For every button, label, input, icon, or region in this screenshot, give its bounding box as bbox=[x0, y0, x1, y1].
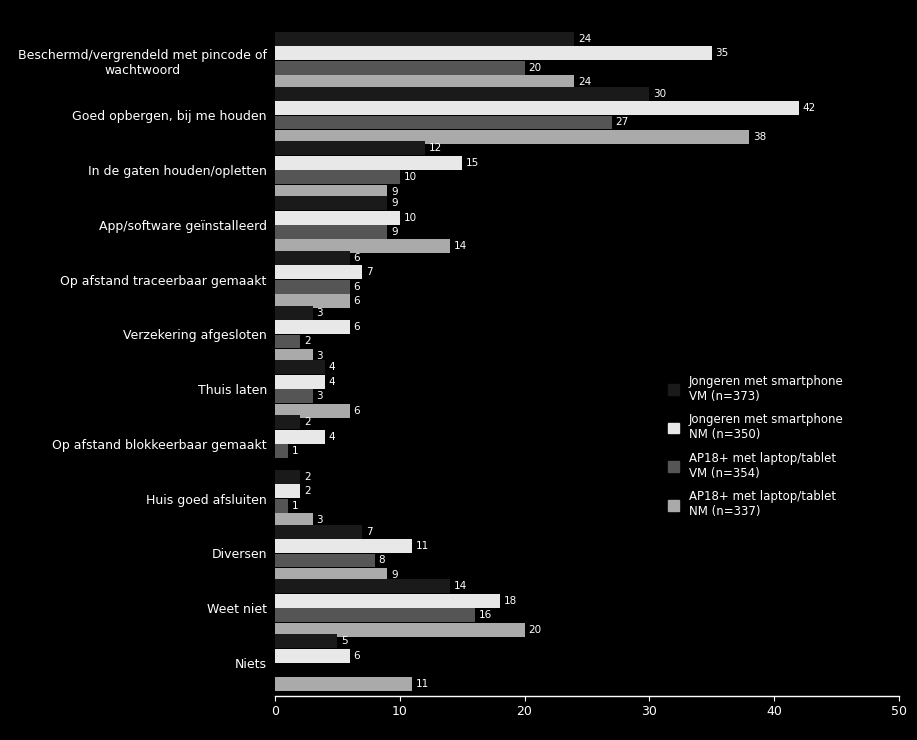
Text: 6: 6 bbox=[354, 296, 360, 306]
Bar bbox=[275, 295, 350, 308]
Text: 4: 4 bbox=[328, 377, 336, 387]
Text: 35: 35 bbox=[715, 48, 729, 58]
Bar bbox=[275, 306, 313, 320]
Text: 14: 14 bbox=[453, 582, 467, 591]
Text: 30: 30 bbox=[653, 89, 666, 98]
Text: 20: 20 bbox=[528, 63, 541, 73]
Text: 15: 15 bbox=[466, 158, 480, 168]
Bar bbox=[275, 115, 612, 130]
Bar bbox=[275, 568, 387, 582]
Bar bbox=[275, 404, 350, 417]
Text: 11: 11 bbox=[416, 541, 429, 551]
Text: 12: 12 bbox=[428, 144, 442, 153]
Text: 9: 9 bbox=[391, 186, 398, 197]
Bar bbox=[275, 375, 325, 388]
Text: 14: 14 bbox=[453, 241, 467, 252]
Text: 3: 3 bbox=[316, 515, 323, 525]
Text: 7: 7 bbox=[366, 527, 373, 536]
Bar bbox=[275, 554, 375, 568]
Bar bbox=[275, 430, 325, 443]
Bar bbox=[275, 470, 300, 484]
Text: 18: 18 bbox=[503, 596, 516, 606]
Bar bbox=[275, 211, 400, 224]
Text: 9: 9 bbox=[391, 198, 398, 208]
Bar bbox=[275, 141, 425, 155]
Bar bbox=[275, 525, 362, 539]
Bar bbox=[275, 196, 387, 210]
Text: 2: 2 bbox=[304, 417, 311, 427]
Text: 2: 2 bbox=[304, 486, 311, 497]
Text: 11: 11 bbox=[416, 679, 429, 690]
Text: 3: 3 bbox=[316, 391, 323, 401]
Bar bbox=[275, 634, 337, 648]
Text: 24: 24 bbox=[578, 77, 591, 87]
Bar bbox=[275, 101, 799, 115]
Text: 4: 4 bbox=[328, 431, 336, 442]
Bar bbox=[275, 677, 413, 691]
Text: 9: 9 bbox=[391, 570, 398, 580]
Bar bbox=[275, 389, 313, 403]
Bar bbox=[275, 225, 387, 239]
Bar bbox=[275, 539, 413, 553]
Bar bbox=[275, 579, 449, 593]
Text: 5: 5 bbox=[341, 636, 348, 646]
Bar bbox=[275, 622, 525, 636]
Bar bbox=[275, 593, 500, 608]
Text: 6: 6 bbox=[354, 253, 360, 263]
Text: 6: 6 bbox=[354, 282, 360, 292]
Bar bbox=[275, 444, 288, 458]
Text: 2: 2 bbox=[304, 337, 311, 346]
Legend: Jongeren met smartphone
VM (n=373), Jongeren met smartphone
NM (n=350), AP18+ me: Jongeren met smartphone VM (n=373), Jong… bbox=[668, 374, 844, 519]
Bar bbox=[275, 360, 325, 374]
Text: 38: 38 bbox=[753, 132, 766, 142]
Text: 27: 27 bbox=[615, 118, 629, 127]
Text: 6: 6 bbox=[354, 406, 360, 416]
Bar bbox=[275, 513, 313, 527]
Bar bbox=[275, 32, 574, 46]
Text: 3: 3 bbox=[316, 308, 323, 317]
Text: 6: 6 bbox=[354, 322, 360, 332]
Text: 1: 1 bbox=[292, 446, 298, 456]
Bar bbox=[275, 75, 574, 89]
Bar bbox=[275, 266, 362, 279]
Bar bbox=[275, 170, 400, 184]
Text: 42: 42 bbox=[802, 103, 816, 113]
Bar bbox=[275, 240, 449, 253]
Bar bbox=[275, 61, 525, 75]
Text: 1: 1 bbox=[292, 501, 298, 511]
Text: 10: 10 bbox=[403, 212, 416, 223]
Text: 24: 24 bbox=[578, 34, 591, 44]
Bar bbox=[275, 320, 350, 334]
Bar bbox=[275, 185, 387, 198]
Text: 8: 8 bbox=[379, 556, 385, 565]
Bar bbox=[275, 87, 649, 101]
Bar bbox=[275, 251, 350, 265]
Bar bbox=[275, 484, 300, 498]
Text: 2: 2 bbox=[304, 472, 311, 482]
Text: 4: 4 bbox=[328, 363, 336, 372]
Bar bbox=[275, 156, 462, 169]
Bar bbox=[275, 280, 350, 294]
Bar bbox=[275, 349, 313, 363]
Text: 9: 9 bbox=[391, 227, 398, 237]
Bar bbox=[275, 499, 288, 513]
Bar bbox=[275, 130, 749, 144]
Bar bbox=[275, 415, 300, 429]
Text: 6: 6 bbox=[354, 650, 360, 661]
Text: 20: 20 bbox=[528, 625, 541, 635]
Text: 16: 16 bbox=[479, 610, 492, 620]
Text: 10: 10 bbox=[403, 172, 416, 182]
Bar bbox=[275, 608, 475, 622]
Text: 7: 7 bbox=[366, 267, 373, 278]
Bar bbox=[275, 47, 712, 60]
Bar bbox=[275, 648, 350, 662]
Bar bbox=[275, 334, 300, 349]
Text: 3: 3 bbox=[316, 351, 323, 361]
